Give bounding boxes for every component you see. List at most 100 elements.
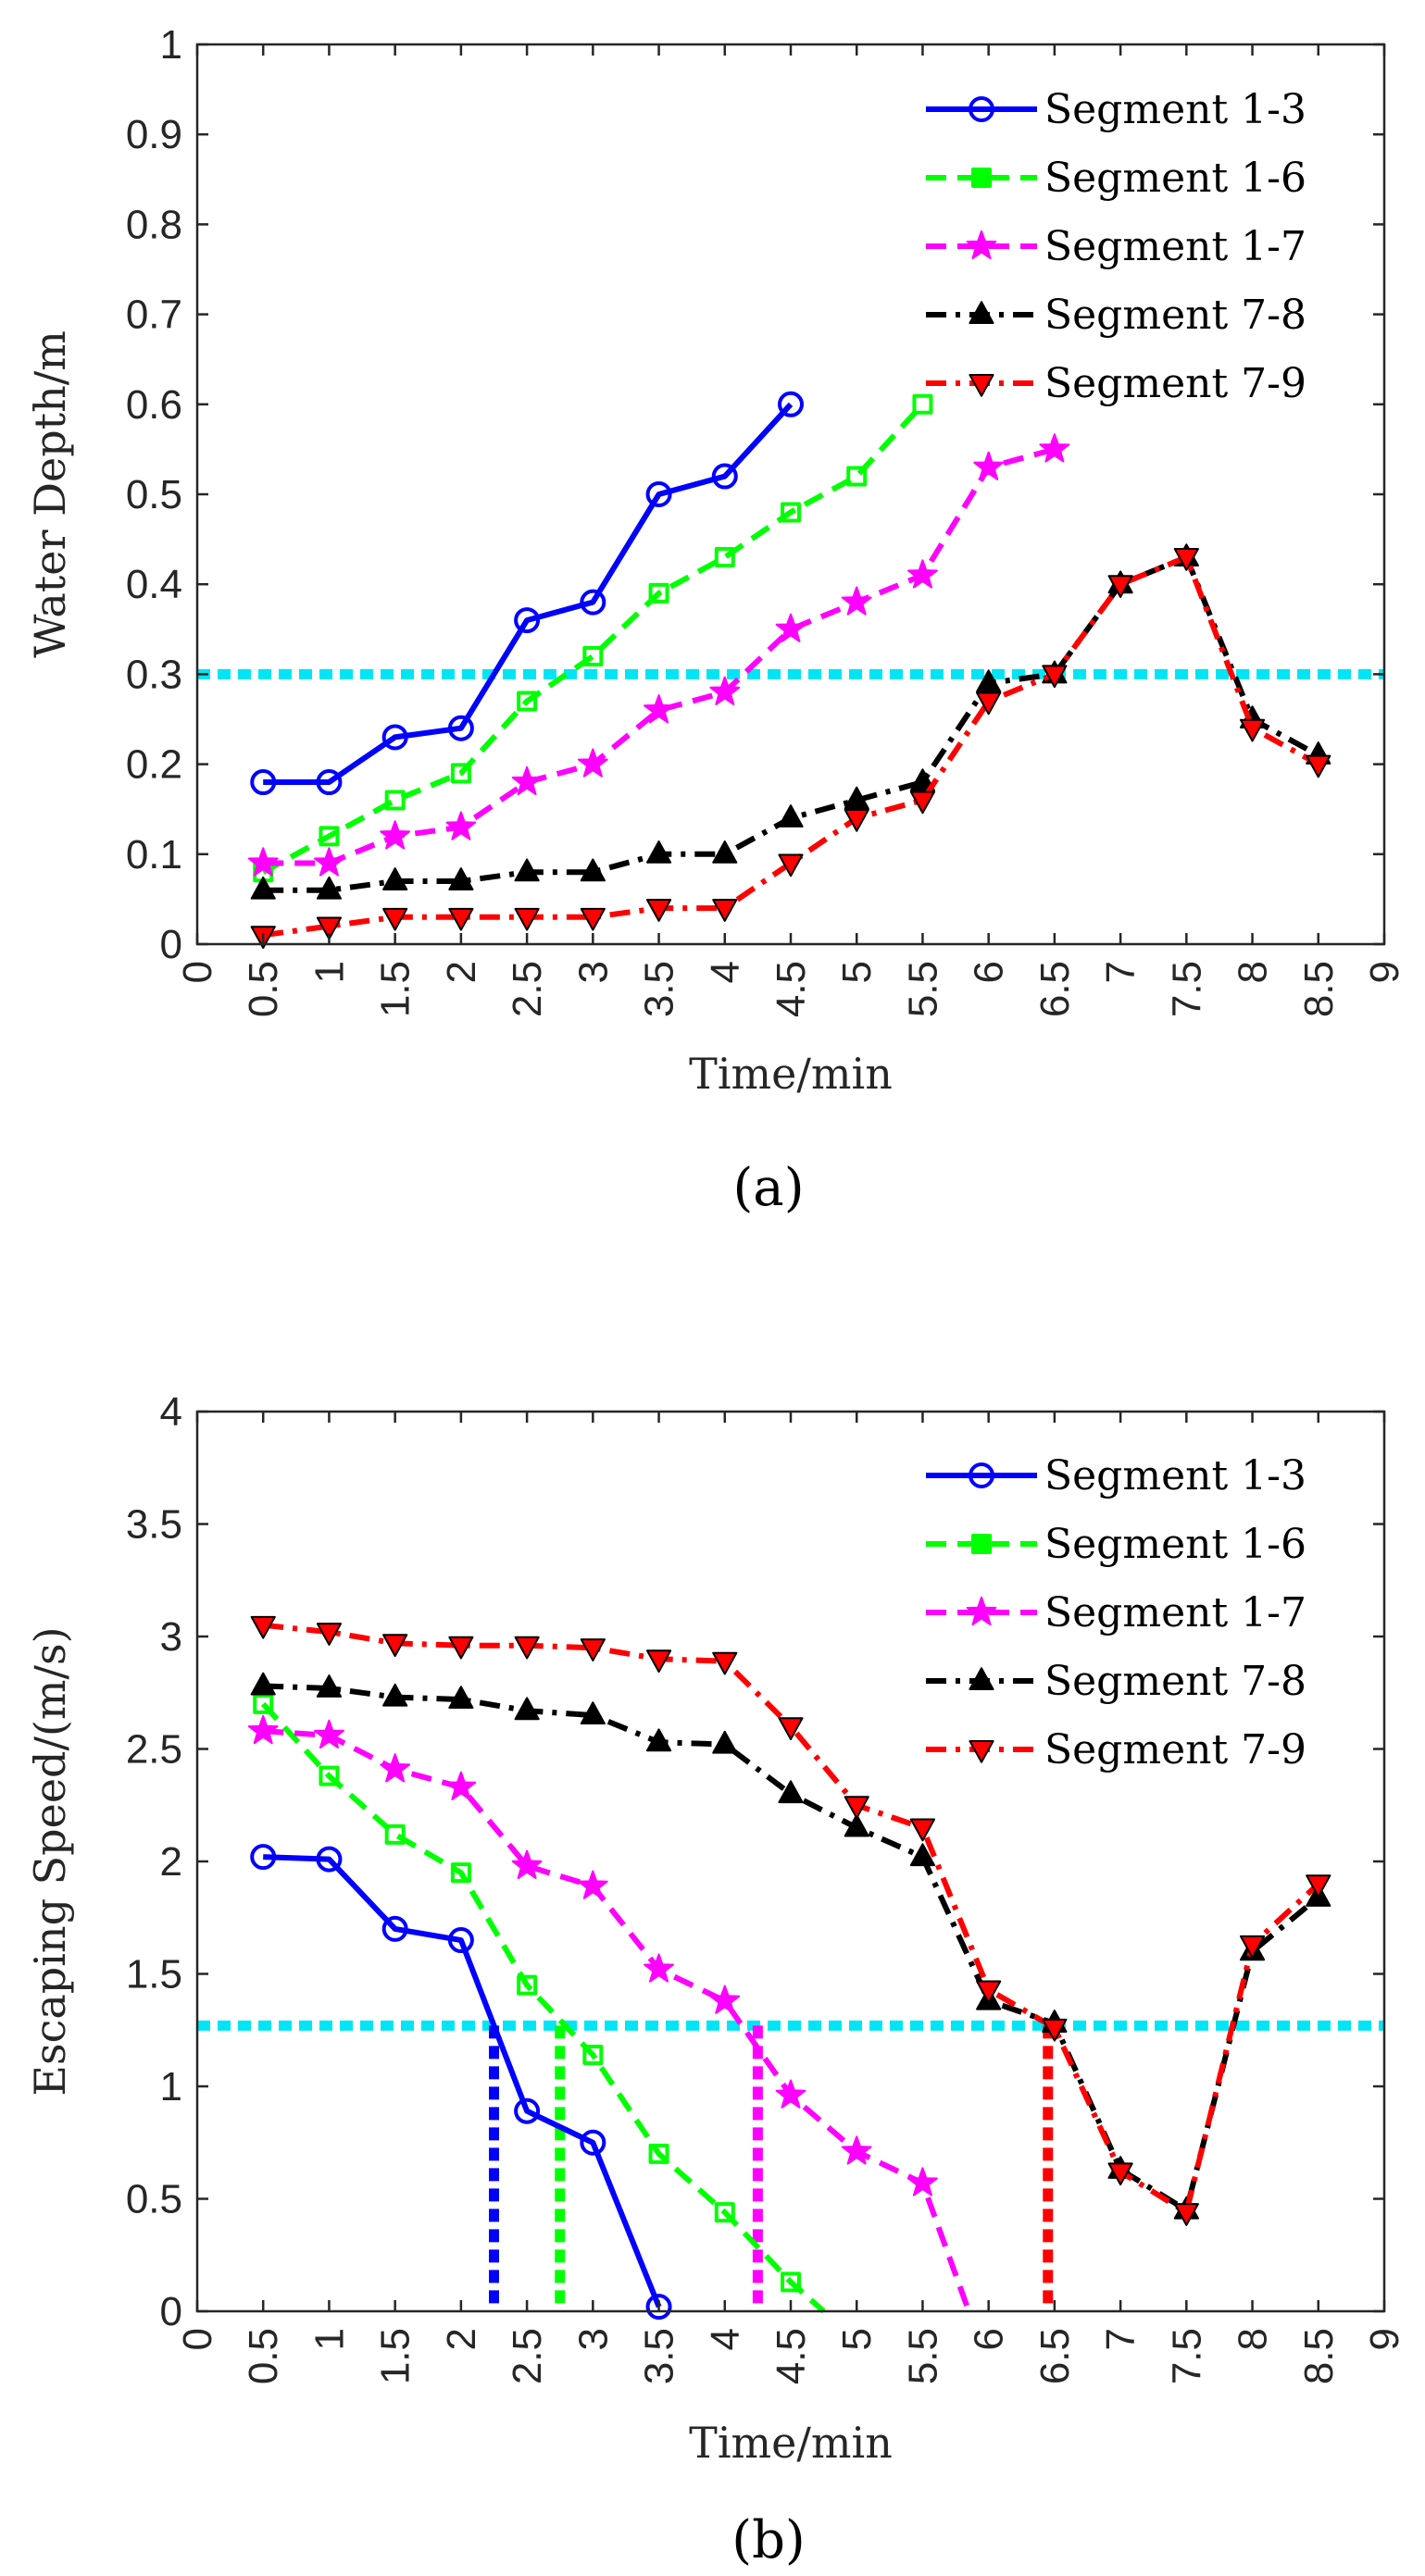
legend-item: Segment 1-6 [926,1521,1306,1568]
legend-label: Segment 1-7 [1044,1589,1306,1636]
data-point [645,2294,672,2321]
x-tick-label: 7.5 [1164,2328,1209,2384]
x-tick-label: 3 [570,961,616,983]
data-point [644,1953,674,1983]
x-tick-label: 4.5 [769,961,814,1017]
x-axis-label: Time/min [689,2418,893,2468]
data-point [514,607,541,634]
data-point [907,559,938,589]
data-point [645,840,672,864]
data-point [316,1846,343,1873]
legend-marker [971,168,992,188]
data-point [844,1813,869,1837]
data-point [976,691,1002,716]
chart-panel-b: 0 0.5 1 1.5 2 2.5 3 3.5 4 4.5 5 5.5 6 6.5 7 7.5 8 8.5 9 0 0.… [25,1389,1407,2570]
legend-item: Segment 1-6 [926,155,1306,202]
legend-marker [966,230,997,260]
x-tick-label: 5.5 [900,961,945,1017]
data-point [382,907,408,931]
series-segment-1-6 [253,393,933,883]
x-tick-label: 2 [439,2328,484,2350]
data-point [580,1638,606,1661]
y-tick-label: 0.7 [126,292,182,338]
x-tick-label: 8 [1231,961,1276,983]
legend-label: Segment 7-8 [1044,1658,1306,1705]
y-tick-label: 3.5 [126,1502,182,1548]
y-axis-label: Escaping Speed/(m/s) [25,1626,75,2096]
data-point [448,1686,474,1710]
x-tick-label: 1.5 [373,961,419,1017]
data-point [450,1862,471,1884]
x-tick-label: 9 [1362,2328,1407,2350]
data-point [976,669,1002,693]
data-point [711,463,738,490]
series-line [260,1701,826,2314]
series-segment-1-7 [247,1714,972,2313]
y-tick-label: 0.6 [126,382,182,428]
data-point [1173,2203,1199,2226]
x-tick-label: 2.5 [505,961,550,1017]
y-tick-label: 0.5 [126,472,182,517]
data-point [314,1719,344,1748]
data-point [448,867,474,890]
data-point [316,876,343,900]
data-point [250,1615,276,1639]
legend-marker [969,1740,994,1763]
legend: Segment 1-3 Segment 1-6 Segment 1-7 Segment… [926,86,1306,407]
data-point [1239,1935,1266,1959]
legend: Segment 1-3 Segment 1-6 Segment 1-7 Segment… [926,1452,1306,1773]
y-tick-label: 3 [160,1614,182,1660]
legend-item: Segment 1-7 [926,1589,1306,1636]
data-point [577,1870,608,1899]
figure-caption: (b) [731,2510,806,2570]
y-tick-label: 2.5 [126,1727,182,1773]
data-point [580,589,606,616]
legend-marker [969,1462,994,1488]
data-point [1173,548,1199,571]
data-point [448,1636,474,1660]
data-point [514,907,540,931]
data-point [517,691,538,712]
x-tick-label: 4.5 [769,2328,814,2384]
data-point [775,613,806,642]
data-point [514,1636,540,1660]
series-segment-1-3 [250,391,804,796]
series-segment-7-9 [250,1615,1331,2226]
x-tick-label: 6.5 [1032,961,1078,1017]
data-point [1107,2162,1133,2186]
legend-marker [971,1534,992,1554]
legend-marker [969,301,994,324]
data-point [712,1651,738,1675]
y-tick-label: 0.4 [126,562,182,607]
data-point [580,2129,606,2156]
data-point [511,765,543,796]
data-point [1306,1874,1331,1898]
data-point [912,393,933,415]
data-point [645,481,672,507]
data-point [247,1714,279,1745]
plot-area [197,44,1384,944]
y-tick-label: 0.3 [126,652,182,697]
data-point [1306,754,1331,778]
data-point [380,1753,411,1783]
legend-marker [969,96,994,122]
legend-label: Segment 7-9 [1044,1726,1306,1773]
data-point [1107,575,1133,598]
data-point [844,786,869,810]
data-point [381,1915,408,1942]
data-point [1239,718,1266,742]
data-point [644,694,674,724]
data-point [445,811,477,840]
series-line [262,1622,1320,2216]
data-point [1042,2018,1068,2042]
data-point [778,1780,804,1804]
x-tick-label: 3 [570,2328,616,2350]
x-tick-label: 7 [1098,2328,1144,2350]
x-tick-label: 3.5 [637,2328,682,2384]
y-tick-label: 1.5 [126,1952,182,1997]
data-point [907,2167,938,2196]
series-segment-1-7 [247,433,1070,877]
data-point [580,1701,606,1725]
y-tick-label: 0.1 [126,832,182,877]
